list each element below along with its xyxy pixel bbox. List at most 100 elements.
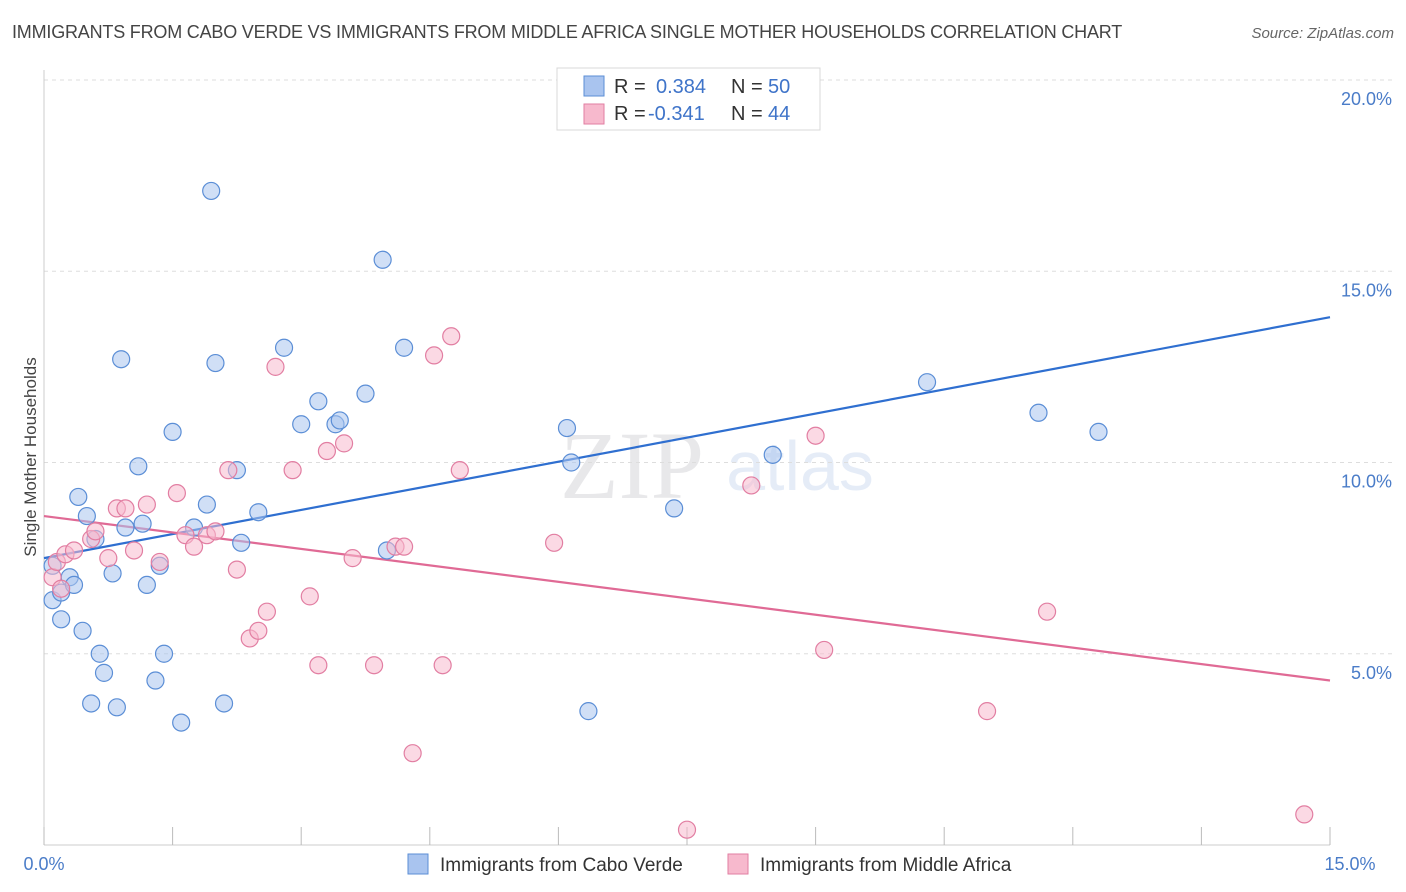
point-middle-africa [442,327,461,346]
y-tick-label: 20.0% [1341,89,1392,109]
point-middle-africa [124,541,144,560]
point-middle-africa [343,549,362,568]
point-middle-africa [1037,602,1057,621]
point-cabo-verde [330,411,349,430]
point-cabo-verde [562,453,581,472]
stats-n-label-1: N = [731,103,763,125]
point-middle-africa [300,587,319,606]
chart-title: IMMIGRANTS FROM CABO VERDE VS IMMIGRANTS… [12,22,1123,42]
point-middle-africa [137,495,156,514]
point-middle-africa [806,426,825,445]
y-tick-label: 10.0% [1341,472,1392,492]
stats-n-label-0: N = [731,76,763,98]
point-cabo-verde [214,694,234,713]
point-middle-africa [433,656,452,675]
point-cabo-verde [249,503,268,522]
stats-n-value-1: 44 [768,103,790,125]
point-cabo-verde [82,694,101,713]
point-cabo-verde [394,338,414,357]
point-cabo-verde [94,663,114,682]
point-cabo-verde [163,422,182,441]
watermark-zip: ZIP [560,412,704,519]
point-middle-africa [99,549,118,568]
point-cabo-verde [103,564,122,583]
point-cabo-verde [356,384,375,403]
stats-legend-swatch-cabo-verde [583,75,605,97]
point-cabo-verde [146,671,165,690]
point-middle-africa [249,621,268,640]
stats-r-label-0: R = [614,76,646,98]
point-middle-africa [677,820,697,839]
y-tick-label: 5.0% [1351,663,1392,683]
point-middle-africa [116,499,135,518]
series-legend-swatch-cabo-verde [407,853,429,875]
data-points [43,181,1314,839]
trend-line-middle-africa [43,514,1331,682]
point-cabo-verde [1089,422,1108,441]
point-middle-africa [815,640,834,660]
point-cabo-verde [579,702,598,721]
point-cabo-verde [52,610,71,629]
point-middle-africa [266,357,285,376]
point-cabo-verde [665,499,684,518]
point-cabo-verde [116,518,135,537]
point-middle-africa [283,461,302,480]
x-tick-label-min: 0.0% [23,854,64,874]
series-legend-label-middle-africa: Immigrants from Middle Africa [760,855,1012,876]
point-cabo-verde [232,533,251,552]
y-axis-label: Single Mother Households [21,357,40,556]
stats-legend-swatch-middle-africa [583,103,605,125]
chart-source: Source: ZipAtlas.com [1251,25,1394,42]
series-legend-swatch-middle-africa [727,853,749,875]
series-legend: Immigrants from Cabo Verde Immigrants fr… [407,853,1012,876]
point-cabo-verde [172,713,191,732]
point-middle-africa [206,522,225,541]
point-middle-africa [309,656,328,675]
point-cabo-verde [917,373,937,392]
point-cabo-verde [112,350,131,369]
point-cabo-verde [206,353,225,373]
point-middle-africa [334,434,354,453]
point-cabo-verde [77,506,96,526]
point-cabo-verde [73,621,92,640]
point-cabo-verde [292,415,311,434]
point-cabo-verde [373,250,392,269]
y-tick-labels: 5.0% 10.0% 15.0% 20.0% [1341,89,1392,683]
point-cabo-verde [197,495,216,514]
gridlines [44,79,1392,655]
point-cabo-verde [274,338,294,357]
x-tick-label-max: 15.0% [1324,854,1375,874]
point-middle-africa [86,522,105,541]
point-cabo-verde [129,457,148,476]
point-middle-africa [424,346,444,365]
point-middle-africa [52,579,71,598]
point-middle-africa [1295,805,1314,824]
point-middle-africa [364,656,384,675]
point-cabo-verde [309,392,328,411]
point-middle-africa [317,441,337,461]
x-ticks [43,827,1331,845]
point-middle-africa [227,560,246,579]
stats-r-label-1: R = [614,103,646,125]
stats-n-value-0: 50 [768,76,790,98]
point-cabo-verde [763,445,782,464]
stats-legend: R = 0.384 N = 50 R = -0.341 N = 44 [556,67,821,131]
point-cabo-verde [557,418,577,438]
y-tick-label: 15.0% [1341,280,1392,300]
stats-r-value-0: 0.384 [656,76,706,98]
point-middle-africa [184,537,204,556]
point-cabo-verde [69,487,88,507]
point-cabo-verde [133,514,152,533]
point-middle-africa [167,484,186,503]
point-middle-africa [394,537,414,556]
point-cabo-verde [154,644,174,663]
point-cabo-verde [202,181,221,201]
point-middle-africa [257,602,277,621]
point-cabo-verde [1029,403,1048,422]
point-middle-africa [219,461,238,480]
point-cabo-verde [137,575,156,595]
trend-line-cabo-verde [43,316,1331,560]
series-legend-label-cabo-verde: Immigrants from Cabo Verde [440,855,683,876]
stats-r-value-1: -0.341 [648,103,705,125]
